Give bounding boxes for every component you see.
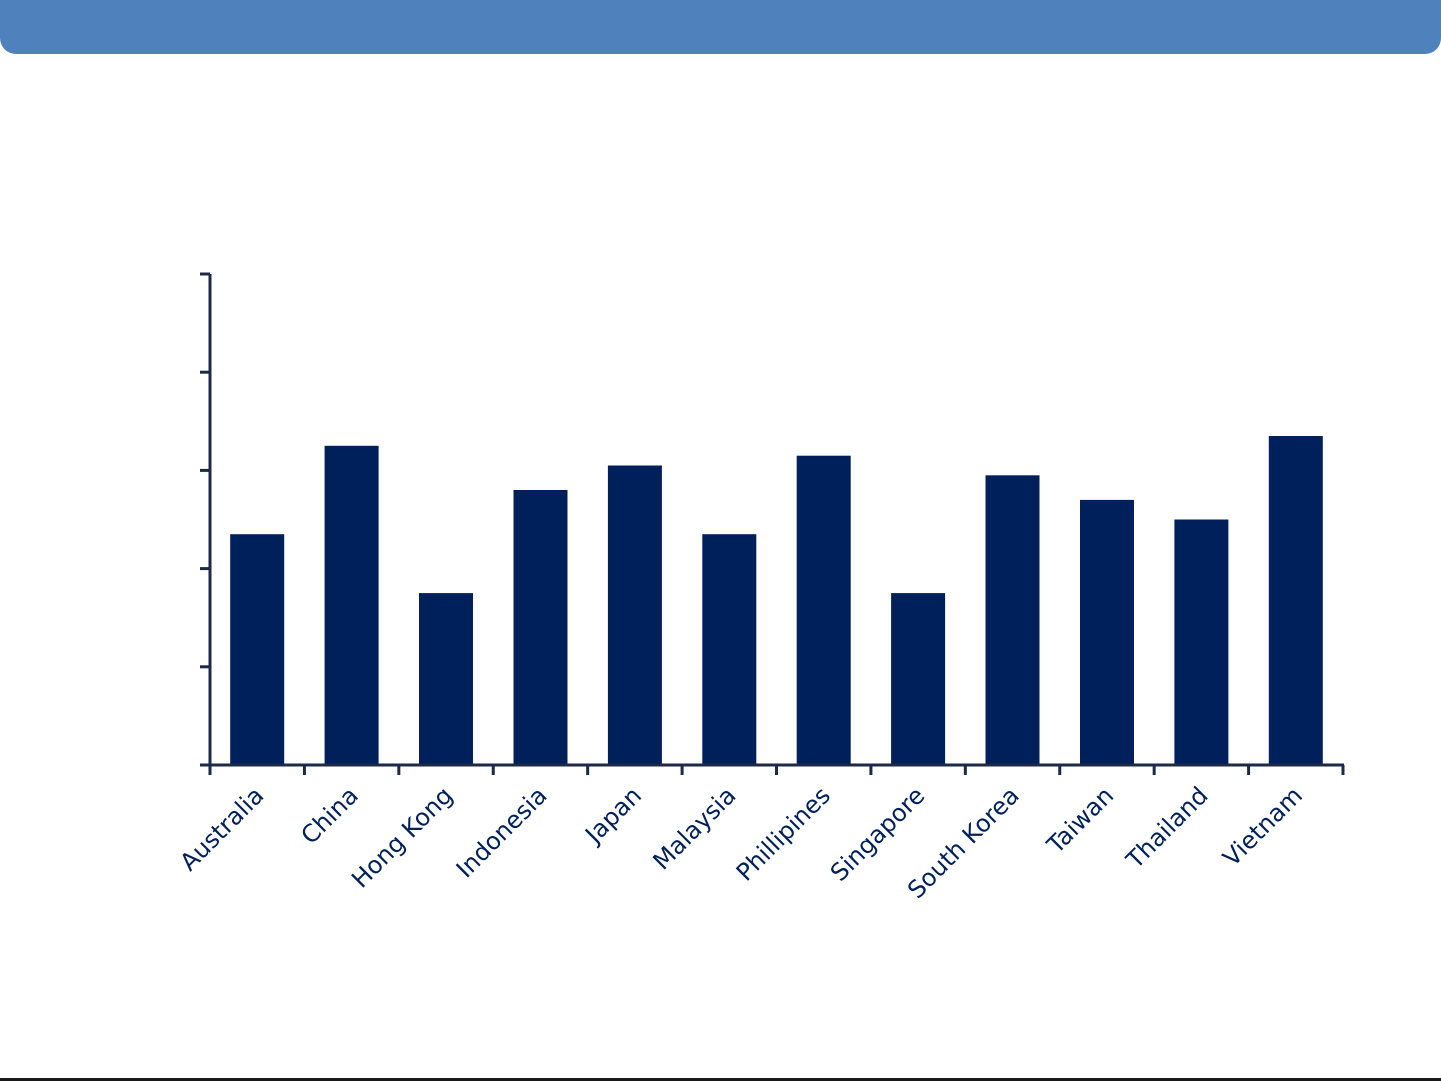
bar-taiwan (1080, 499, 1134, 765)
bar-singapore (891, 593, 946, 765)
x-tick-label-thailand: Thailand (1120, 781, 1213, 874)
x-tick-label-china: China (296, 781, 364, 849)
x-tick-label-vietnam: Vietnam (1218, 781, 1309, 872)
x-tick-label-malaysia: Malaysia (648, 781, 742, 875)
bar-japan (607, 465, 662, 765)
x-tick-label-taiwan: Taiwan (1041, 781, 1119, 859)
bar-china (324, 445, 379, 765)
x-tick-label-hong-kong: Hong Kong (346, 781, 458, 893)
x-tick-label-indonesia: Indonesia (451, 781, 553, 883)
bar-thailand (1174, 519, 1229, 765)
bar-australia (230, 534, 285, 765)
bar-hong-kong (419, 593, 473, 765)
x-tick-label-japan: Japan (579, 781, 648, 850)
bottom-rule (0, 1078, 1441, 1081)
bar-vietnam (1268, 436, 1323, 765)
bar-phillipines (796, 455, 851, 765)
bar-indonesia (513, 490, 568, 765)
x-tick-label-phillipines: Phillipines (731, 781, 836, 886)
x-tick-label-australia: Australia (175, 781, 270, 876)
bar-malaysia (702, 534, 757, 765)
bar-south-korea (985, 475, 1040, 765)
header-bar (0, 0, 1441, 54)
